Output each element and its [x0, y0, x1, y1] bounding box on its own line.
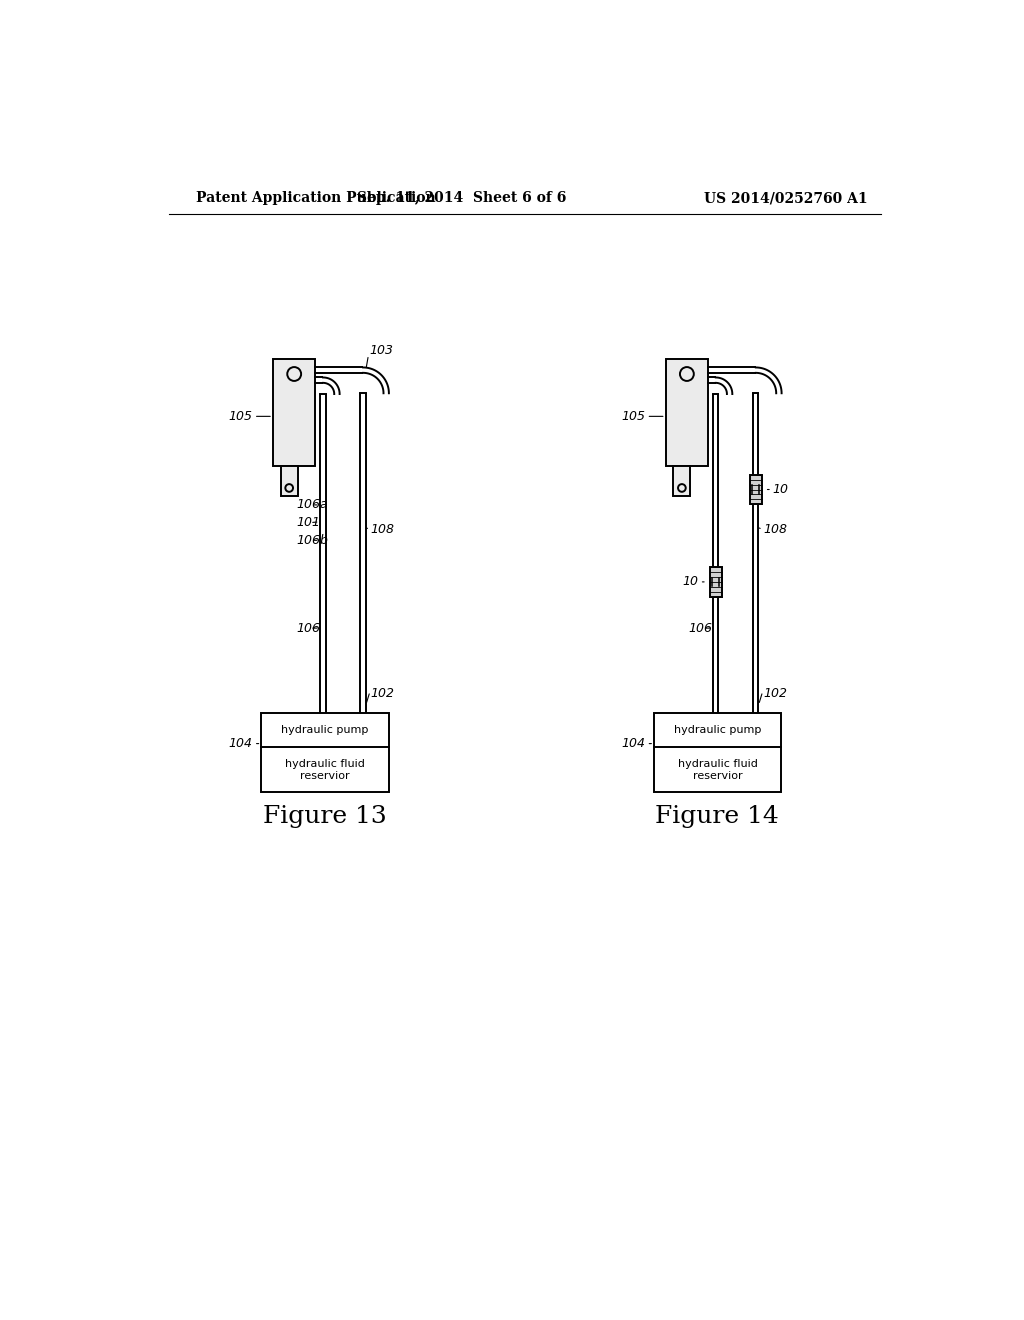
Text: 108: 108	[371, 523, 395, 536]
Text: 10: 10	[773, 483, 788, 496]
Text: 104: 104	[621, 737, 645, 750]
Text: Sep. 11, 2014  Sheet 6 of 6: Sep. 11, 2014 Sheet 6 of 6	[357, 191, 566, 206]
Text: hydraulic fluid
reservior: hydraulic fluid reservior	[285, 759, 365, 780]
Text: 103: 103	[370, 345, 393, 358]
Bar	[674, 466, 690, 496]
Text: 105: 105	[621, 409, 645, 422]
Text: 106a: 106a	[296, 499, 328, 511]
Text: hydraulic pump: hydraulic pump	[282, 725, 369, 735]
Text: 101: 101	[296, 516, 321, 529]
Bar	[281, 466, 298, 496]
Text: 10: 10	[683, 576, 698, 589]
Bar	[261, 713, 388, 792]
Bar	[273, 359, 315, 466]
Text: 106b: 106b	[296, 533, 328, 546]
Text: US 2014/0252760 A1: US 2014/0252760 A1	[705, 191, 867, 206]
Text: 106: 106	[689, 622, 713, 635]
Bar	[750, 475, 762, 504]
Text: 102: 102	[764, 686, 787, 700]
Text: hydraulic pump: hydraulic pump	[674, 725, 762, 735]
Text: 108: 108	[764, 523, 787, 536]
Text: hydraulic fluid
reservior: hydraulic fluid reservior	[678, 759, 758, 780]
Text: Figure 14: Figure 14	[655, 805, 779, 828]
Text: 104: 104	[228, 737, 252, 750]
Bar	[710, 568, 722, 597]
Text: 102: 102	[371, 686, 395, 700]
Bar	[666, 359, 708, 466]
Bar	[654, 713, 781, 792]
Text: Figure 13: Figure 13	[263, 805, 386, 828]
Text: 106: 106	[296, 622, 321, 635]
Text: Patent Application Publication: Patent Application Publication	[196, 191, 435, 206]
Text: 105: 105	[228, 409, 252, 422]
